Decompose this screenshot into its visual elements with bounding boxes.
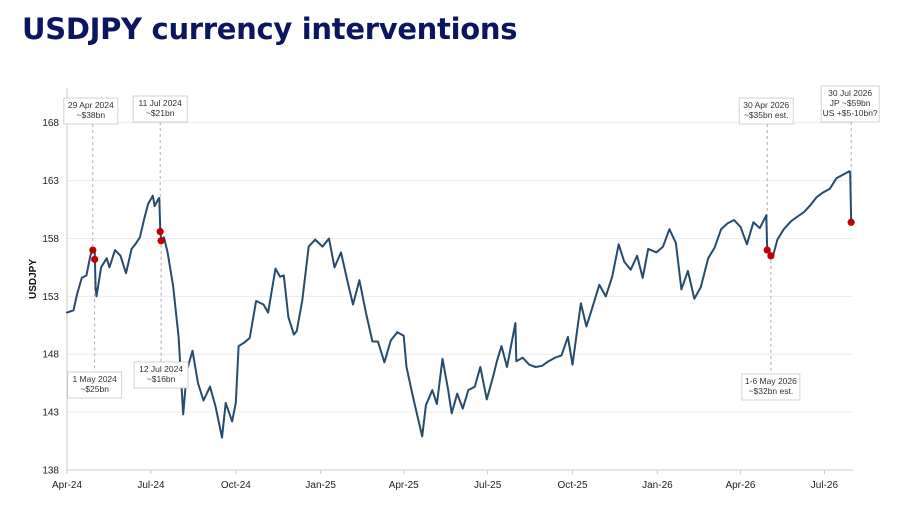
gridlines (67, 122, 853, 471)
y-tick-label: 168 (42, 118, 59, 129)
annotation-text: 29 Apr 2024 (68, 100, 114, 110)
x-tick-label: Apr-26 (725, 480, 755, 491)
annotation-text: ~$38bn (77, 110, 106, 120)
x-tick-label: Jan-25 (305, 480, 336, 491)
intervention-markers (89, 218, 855, 263)
intervention-marker (847, 218, 855, 226)
intervention-marker (767, 252, 775, 260)
intervention-marker (157, 237, 165, 245)
intervention-marker (156, 227, 164, 236)
annotation-text: ~$16bn (147, 374, 176, 384)
annotation-text: 30 Jul 2026 (828, 88, 872, 98)
x-tick-label: Jul-24 (137, 480, 165, 491)
annotation-box (132, 95, 188, 123)
x-tick-label: Jul-25 (474, 480, 502, 491)
y-tick-label: 148 (42, 350, 59, 361)
x-tick-label: Jan-26 (642, 480, 673, 491)
annotation-text: 12 Jul 2024 (139, 364, 183, 374)
annotation-callouts: 29 Apr 2024~$38bn 1 May 2024~$25bn 11 Jul … (63, 85, 880, 401)
x-tick-label: Oct-24 (221, 480, 251, 491)
annotation-text: 30 Apr 2026 (743, 100, 789, 110)
annotation-box (738, 97, 794, 125)
y-axis-ticks: 138 143 148 153 158 163 168 (42, 118, 59, 476)
annotation-text: ~$32bn est. (749, 386, 794, 396)
annotation-text: ~$21bn (146, 108, 175, 118)
annotation-text: 1-6 May 2026 (745, 376, 797, 386)
y-tick-label: 138 (42, 466, 59, 477)
intervention-marker (91, 255, 99, 263)
axes (66, 88, 853, 474)
intervention-marker (89, 246, 97, 254)
page-title: USDJPY currency interventions (22, 12, 518, 46)
annotation-box (63, 97, 119, 125)
series-group (66, 170, 853, 439)
annotation-text: 1 May 2024 (72, 374, 117, 384)
annotation-text: 11 Jul 2024 (139, 98, 183, 108)
annotation-box (67, 371, 123, 399)
y-tick-label: 158 (42, 234, 59, 245)
annotation-box (133, 361, 189, 389)
y-axis-label: USDJPY (28, 259, 39, 299)
annotation-text: US +$5-10bn? (823, 108, 878, 118)
annotation-text: ~$25bn (80, 384, 109, 394)
x-tick-label: Apr-25 (389, 480, 419, 491)
annotation-box (820, 85, 880, 123)
annotation-text: ~$35bn est. (744, 110, 789, 120)
y-tick-label: 153 (42, 292, 59, 303)
x-tick-label: Oct-25 (558, 480, 588, 491)
y-tick-label: 163 (42, 176, 59, 187)
annotation-text: JP ~$59bn (830, 98, 871, 108)
y-tick-label: 143 (42, 408, 59, 419)
x-tick-label: Jul-26 (811, 480, 839, 491)
annotation-box (741, 373, 801, 401)
series-line-usdjpy (66, 170, 853, 439)
intervention-marker (763, 246, 771, 254)
x-axis-ticks: Apr-24 Jul-24 Oct-24 Jan-25 Apr-25 Jul-25 Oct-… (52, 480, 838, 491)
annotation-leader-lines (92, 122, 852, 374)
x-tick-label: Apr-24 (52, 480, 82, 491)
